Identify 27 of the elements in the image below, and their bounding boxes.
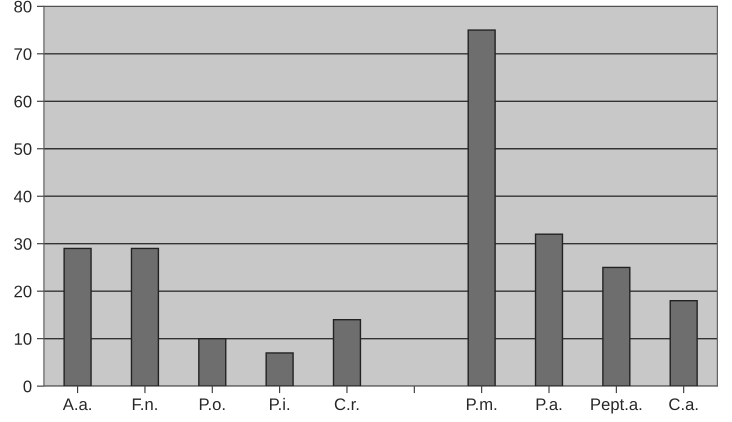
bar: [198, 338, 226, 386]
y-tick-label: 30: [14, 238, 32, 250]
y-tick-label: 10: [14, 333, 32, 345]
x-tick-label: C.a.: [669, 398, 698, 410]
bar: [265, 352, 294, 386]
y-tick-label: 50: [14, 143, 32, 155]
x-tick-label: F.n.: [132, 398, 157, 410]
bar: [602, 266, 631, 386]
y-tick-label: 40: [14, 190, 32, 202]
bar: [670, 300, 698, 386]
bar: [534, 234, 564, 386]
bar: [130, 248, 160, 386]
bar: [467, 29, 496, 386]
x-tick-label: Pept.a.: [591, 398, 642, 414]
bar: [332, 318, 362, 386]
x-tick-label: P.m.: [466, 398, 496, 410]
x-tick-label: P.a.: [536, 398, 562, 410]
y-tick-label: 80: [14, 0, 32, 13]
y-tick-label: 70: [14, 48, 32, 60]
bar: [63, 248, 92, 386]
x-tick-label: P.i.: [270, 398, 290, 410]
x-tick-label: P.o.: [200, 398, 225, 410]
x-tick-label: A.a.: [62, 398, 91, 410]
y-tick-label: 0: [23, 380, 32, 392]
y-tick-label: 20: [14, 286, 32, 298]
x-tick-label: C.r.: [334, 398, 358, 410]
y-tick-label: 60: [14, 96, 32, 108]
